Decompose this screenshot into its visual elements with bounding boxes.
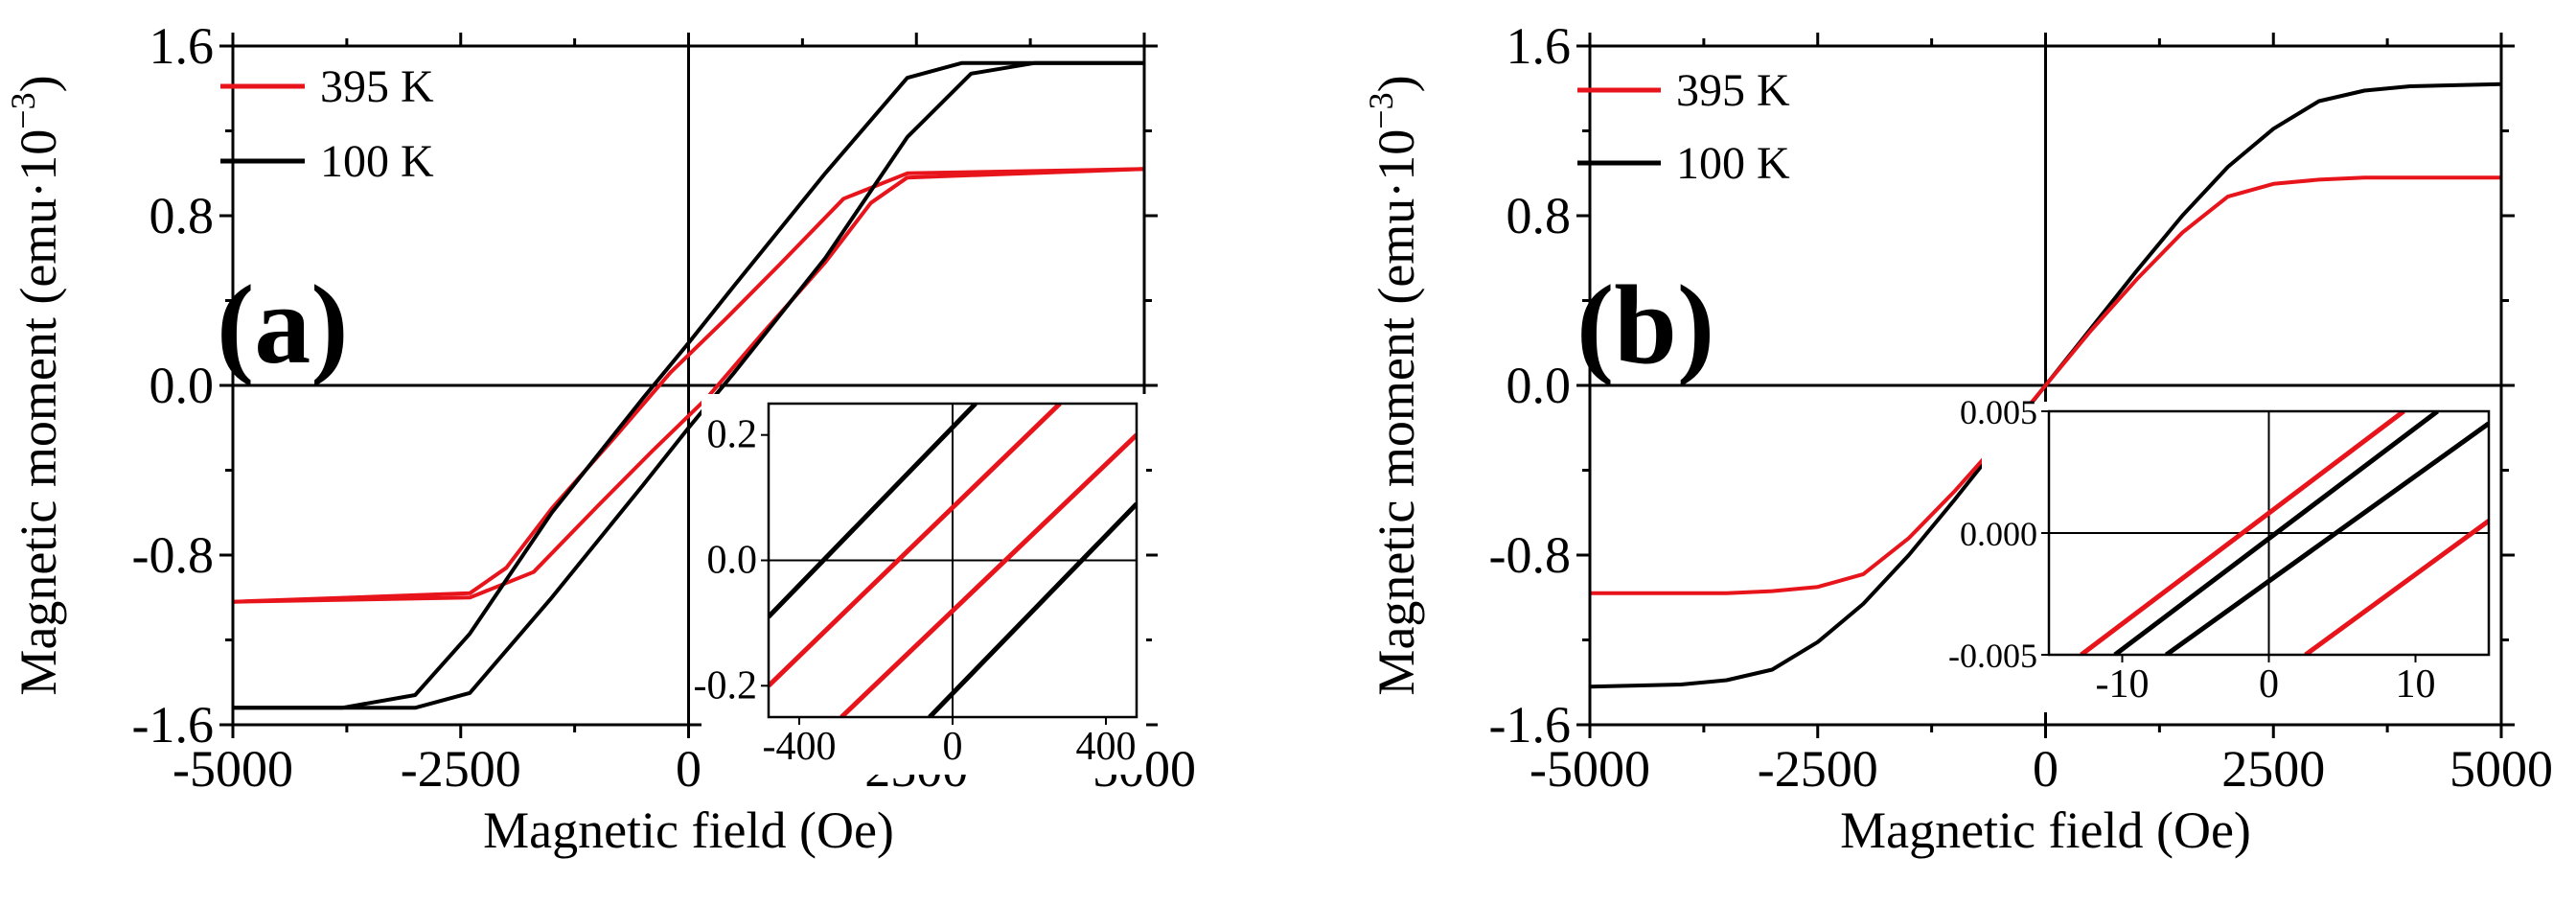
y-tick-label: -1.6 — [132, 696, 214, 754]
legend: 395 K 100 K — [220, 61, 434, 187]
x-tick-label: -2500 — [1758, 740, 1878, 798]
y-tick-label: 0.8 — [1506, 187, 1572, 244]
inset-x-tick-label: -400 — [763, 725, 837, 769]
inset-series-line-2 — [2164, 421, 2489, 655]
y-tick-label: -0.8 — [1489, 526, 1571, 584]
series-line-1 — [1590, 175, 2501, 595]
x-tick-label: -5000 — [1530, 740, 1650, 798]
x-tick-label: 5000 — [2450, 740, 2553, 798]
inset-chart: -10 0 10 -0.005 0.000 0.005 — [1948, 393, 2498, 712]
series-line-2 — [233, 60, 1144, 710]
inset-x-tick-label: 10 — [2396, 662, 2436, 707]
inset-x-tick-label: 400 — [1076, 725, 1137, 769]
inset-x-tick-label: -10 — [2096, 662, 2150, 707]
chart-panel-a: -5000-2500025005000-1.6-0.80.00.81.6Magn… — [4, 17, 1196, 859]
inset-series-line-1 — [769, 404, 1062, 688]
panel-label: (b) — [1576, 262, 1714, 387]
legend-label: 100 K — [320, 136, 434, 187]
legend: 395 K 100 K — [1577, 65, 1790, 189]
y-tick-label: 1.6 — [150, 17, 215, 75]
x-tick-label: -2500 — [401, 740, 521, 798]
inset-series-line-2 — [840, 432, 1137, 717]
y-axis-title: Magnetic moment (emu·10−3) — [1362, 75, 1425, 695]
inset-series-line-3 — [2304, 519, 2489, 655]
inset-series-line-0 — [2080, 411, 2405, 655]
legend-label: 100 K — [1676, 138, 1790, 189]
y-tick-label: -1.6 — [1489, 696, 1571, 754]
inset-y-tick-label: 0.0 — [707, 539, 758, 583]
inset-chart: -400 0 400 -0.2 0.0 0.2 — [694, 394, 1146, 775]
panel-label: (a) — [217, 262, 349, 387]
y-tick-label: 0.0 — [1506, 357, 1572, 414]
series-line-0 — [232, 167, 1145, 604]
x-tick-label: -5000 — [172, 740, 293, 798]
inset-background — [1982, 402, 2498, 712]
chart-panel-b: -5000 -2500 0 2500 5000 -1.6 -0.8 0.0 0.8 1.6 Magn… — [1362, 17, 2553, 859]
inset-y-tick-label: 0.000 — [1960, 515, 2037, 553]
inset-series-line-3 — [928, 501, 1137, 717]
x-tick-label: 0 — [676, 740, 702, 798]
inset-y-tick-label: -0.005 — [1948, 637, 2037, 675]
inset-y-tick-label: -0.2 — [694, 663, 758, 708]
y-tick-label: -0.8 — [132, 526, 214, 584]
legend-label: 395 K — [320, 61, 434, 112]
y-axis-title: Magnetic moment (emu·10−3) — [4, 75, 67, 695]
x-tick-label: 0 — [2033, 740, 2058, 798]
x-axis-title: Magnetic field (Oe) — [1840, 801, 2251, 859]
y-tick-label: 1.6 — [1506, 17, 1572, 75]
y-tick-label: 0.0 — [150, 357, 215, 414]
legend-label: 395 K — [1676, 65, 1790, 116]
inset-y-tick-label: 0.005 — [1960, 393, 2037, 431]
inset-x-tick-label: 0 — [943, 725, 963, 769]
inset-y-tick-label: 0.2 — [707, 413, 758, 457]
inset-series-line-1 — [2113, 411, 2439, 655]
x-tick-label: 2500 — [2221, 740, 2325, 798]
y-tick-label: 0.8 — [150, 187, 215, 244]
inset-series-line-0 — [769, 404, 978, 619]
inset-x-tick-label: 0 — [2259, 662, 2279, 707]
x-axis-title: Magnetic field (Oe) — [483, 801, 894, 859]
